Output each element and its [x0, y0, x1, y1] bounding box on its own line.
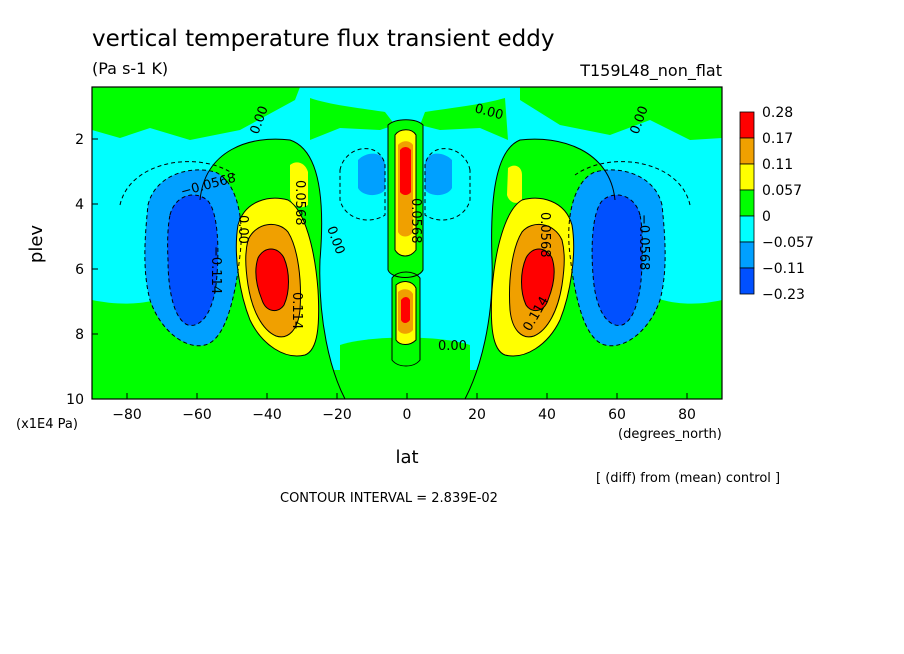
- legend-label: 0: [762, 209, 771, 225]
- contour-label: 0.0568: [292, 180, 307, 226]
- green-top-right: [520, 87, 722, 140]
- negative-contour-lines: [119, 148, 691, 347]
- contour-label: 0.0568: [537, 212, 552, 258]
- chart-title: vertical temperature flux transient eddy: [92, 26, 554, 52]
- chart-units: (Pa s-1 K): [92, 59, 168, 78]
- legend-swatch: [739, 189, 755, 217]
- contour-label: −0.0568: [636, 214, 651, 270]
- y-axis: 2 4 6 8 10: [66, 132, 98, 408]
- contour-interval: CONTOUR INTERVAL = 2.839E-02: [280, 491, 498, 506]
- dblue-right: [592, 195, 643, 326]
- y-tick-label: 6: [75, 262, 84, 278]
- contour-lines: [199, 119, 616, 399]
- x-tick-label: 60: [608, 407, 626, 423]
- x-tick-label: 40: [538, 407, 556, 423]
- red-center-bottom: [401, 297, 410, 323]
- colorbar-legend: 0.28 0.17 0.11 0.057 0 −0.057 −0.11 −0.23: [739, 105, 814, 303]
- green-top-left: [92, 87, 300, 140]
- legend-label: 0.17: [762, 131, 793, 147]
- y-tick-label: 4: [75, 197, 84, 213]
- x-tick-label: 80: [678, 407, 696, 423]
- legend-swatch: [739, 111, 755, 139]
- x-unit-label: (degrees_north): [618, 427, 722, 442]
- lblue-center-left: [358, 153, 385, 196]
- contour-label: 0.0568: [408, 198, 423, 244]
- contour-label: −0.114: [208, 246, 223, 294]
- diff-note: [ (diff) from (mean) control ]: [596, 471, 780, 486]
- y-tick-label: 2: [75, 132, 84, 148]
- legend-swatch: [739, 163, 755, 191]
- x-axis: −80 −60 −40 −20 0 20 40 60 80: [112, 393, 696, 423]
- x-tick-label: −60: [182, 407, 212, 423]
- x-tick-label: −40: [252, 407, 282, 423]
- y-tick-label: 10: [66, 392, 84, 408]
- red-left: [255, 249, 289, 311]
- legend-label: 0.057: [762, 183, 802, 199]
- lblue-center-right: [425, 153, 452, 196]
- dblue-regions: [167, 195, 643, 326]
- red-center-top: [400, 147, 411, 195]
- x-tick-label: 0: [403, 407, 412, 423]
- green-center-floor: [340, 337, 470, 370]
- x-tick-label: −80: [112, 407, 142, 423]
- contour-label: 0.00: [235, 215, 250, 244]
- green-bottom: [92, 370, 722, 399]
- yellow-left-top: [290, 162, 308, 208]
- y-tick-label: 8: [75, 327, 84, 343]
- legend-label: −0.23: [762, 287, 805, 303]
- red-regions: [255, 147, 555, 323]
- contour-label: 0.114: [289, 292, 304, 329]
- legend-label: 0.28: [762, 105, 793, 121]
- legend-label: 0.11: [762, 157, 793, 173]
- contour-label: 0.00: [438, 339, 467, 354]
- green-upper-center-r: [420, 98, 508, 140]
- x-tick-label: 20: [468, 407, 486, 423]
- legend-swatch: [739, 215, 755, 243]
- y-unit-label: (x1E4 Pa): [16, 417, 78, 432]
- yellow-right-top: [507, 165, 522, 203]
- legend-label: −0.11: [762, 261, 805, 277]
- x-axis-label: lat: [395, 447, 418, 468]
- dblue-left: [167, 195, 218, 326]
- green-upper-center: [310, 98, 395, 140]
- red-right: [521, 249, 555, 311]
- legend-swatch: [739, 241, 755, 269]
- legend-swatch: [739, 137, 755, 165]
- legend-label: −0.057: [762, 235, 814, 251]
- y-axis-label: plev: [26, 225, 47, 264]
- legend-swatch: [739, 267, 755, 295]
- contour-field: 0.00 0.00 0.00 −0.0568 −0.0568 0.0568 0.…: [92, 87, 722, 399]
- run-label: T159L48_non_flat: [579, 61, 722, 81]
- contour-label: 0.00: [473, 101, 505, 123]
- x-tick-label: −20: [322, 407, 352, 423]
